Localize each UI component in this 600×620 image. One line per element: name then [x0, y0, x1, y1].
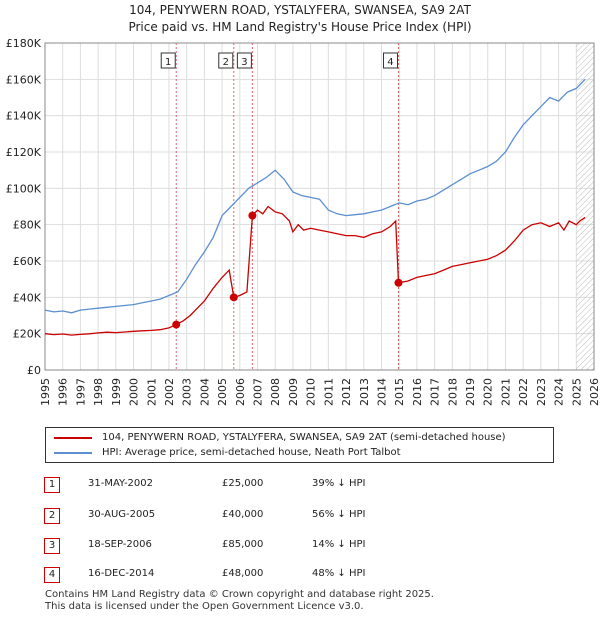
- x-tick-label: 2018: [446, 378, 459, 406]
- transaction-hpi-diff: 56% ↓ HPI: [312, 509, 366, 520]
- property-price-line: [44, 205, 586, 336]
- sale-marker-label: 2: [223, 57, 229, 68]
- sale-marker-box: [160, 52, 176, 69]
- legend-item-property: 104, PENYWERN ROAD, YSTALYFERA, SWANSEA,…: [54, 432, 506, 443]
- transaction-date: 30-AUG-2005: [88, 509, 156, 520]
- x-tick-label: 2002: [163, 378, 176, 406]
- table-row: 3 18-SEP-2006 £85,000 14% ↓ HPI: [0, 538, 600, 558]
- x-tick-label: 2015: [393, 378, 406, 406]
- x-tick-label: 2016: [411, 378, 424, 406]
- transaction-hpi-diff: 14% ↓ HPI: [312, 539, 366, 550]
- sale-marker-box: [218, 52, 234, 69]
- x-tick-label: 2011: [322, 378, 335, 406]
- table-row: 1 31-MAY-2002 £25,000 39% ↓ HPI: [0, 477, 600, 497]
- y-tick-label: £100K: [6, 182, 42, 195]
- x-tick-label: 1996: [57, 378, 70, 406]
- transaction-number: 4: [44, 567, 60, 583]
- x-tick-label: 1998: [92, 378, 105, 406]
- transaction-hpi-diff: 39% ↓ HPI: [312, 478, 366, 489]
- sale-point: [394, 278, 403, 287]
- y-tick-label: £60K: [13, 255, 42, 268]
- legend-label-property: 104, PENYWERN ROAD, YSTALYFERA, SWANSEA,…: [102, 432, 506, 443]
- transaction-number: 3: [44, 538, 60, 554]
- projection-region: [576, 43, 594, 370]
- footer-copyright: Contains HM Land Registry data © Crown c…: [45, 589, 434, 600]
- plot-frame: [44, 42, 595, 371]
- transaction-number: 2: [44, 508, 60, 524]
- sale-point: [172, 320, 181, 329]
- x-tick-label: 2017: [429, 378, 442, 406]
- chart-subtitle: Price paid vs. HM Land Registry's House …: [128, 20, 472, 34]
- x-tick-label: 2013: [358, 378, 371, 406]
- x-tick-label: 2010: [305, 378, 318, 406]
- sale-marker-label: 3: [241, 57, 247, 68]
- x-tick-label: 2001: [145, 378, 158, 406]
- x-tick-label: 2005: [216, 378, 229, 406]
- transaction-number: 1: [44, 477, 60, 493]
- sale-marker-label: 1: [165, 57, 171, 68]
- sale-point: [248, 211, 257, 220]
- legend-label-hpi: HPI: Average price, semi-detached house,…: [102, 447, 401, 458]
- table-row: 4 16-DEC-2014 £48,000 48% ↓ HPI: [0, 567, 600, 587]
- hpi-line: [44, 78, 586, 314]
- legend-item-hpi: HPI: Average price, semi-detached house,…: [54, 447, 401, 458]
- transaction-hpi-diff: 48% ↓ HPI: [312, 568, 366, 579]
- transaction-date: 16-DEC-2014: [88, 568, 155, 579]
- y-tick-label: £80K: [13, 219, 42, 232]
- x-tick-label: 1999: [110, 378, 123, 406]
- x-tick-label: 2020: [482, 378, 495, 406]
- price-chart: £0 £20K £40K £60K £80K £100K £120K £140K £160K £1…: [6, 37, 600, 406]
- sale-marker-box: [236, 52, 252, 69]
- y-tick-label: £0: [27, 364, 41, 377]
- sale-point: [229, 293, 238, 302]
- x-tick-label: 2004: [198, 378, 211, 406]
- x-tick-label: 2003: [181, 378, 194, 406]
- x-tick-label: 2019: [464, 378, 477, 406]
- x-tick-label: 2006: [234, 378, 247, 406]
- x-tick-label: 2008: [269, 378, 282, 406]
- legend-swatch-property: [54, 436, 92, 439]
- x-tick-label: 1997: [74, 378, 87, 406]
- transaction-price: £25,000: [222, 478, 264, 489]
- x-tick-label: 2024: [553, 378, 566, 406]
- y-tick-label: £180K: [6, 37, 42, 50]
- footer-licence: This data is licensed under the Open Gov…: [45, 601, 364, 612]
- y-tick-label: £140K: [6, 110, 42, 123]
- x-tick-label: 2022: [517, 378, 530, 406]
- transaction-price: £48,000: [222, 568, 264, 579]
- y-tick-label: £120K: [6, 146, 42, 159]
- chart-legend: 104, PENYWERN ROAD, YSTALYFERA, SWANSEA,…: [45, 427, 554, 463]
- legend-swatch-hpi: [54, 451, 92, 454]
- x-tick-label: 2009: [287, 378, 300, 406]
- x-tick-label: 2021: [499, 378, 512, 406]
- x-tick-label: 2007: [252, 378, 265, 406]
- x-tick-label: 2012: [340, 378, 353, 406]
- x-tick-label: 2026: [588, 378, 600, 406]
- x-tick-label: 1995: [39, 378, 52, 406]
- sale-marker-label: 4: [387, 57, 393, 68]
- x-tick-label: 2025: [570, 378, 583, 406]
- y-tick-label: £160K: [6, 73, 42, 86]
- chart-title: 104, PENYWERN ROAD, YSTALYFERA, SWANSEA,…: [129, 3, 471, 17]
- transaction-date: 18-SEP-2006: [88, 539, 152, 550]
- table-row: 2 30-AUG-2005 £40,000 56% ↓ HPI: [0, 508, 600, 528]
- transaction-date: 31-MAY-2002: [88, 478, 154, 489]
- x-tick-label: 2023: [535, 378, 548, 406]
- y-tick-label: £20K: [13, 328, 42, 341]
- sale-marker-box: [382, 52, 398, 69]
- transaction-price: £40,000: [222, 509, 264, 520]
- x-tick-label: 2000: [128, 378, 141, 406]
- y-tick-label: £40K: [13, 291, 42, 304]
- x-tick-label: 2014: [375, 378, 388, 406]
- transaction-price: £85,000: [222, 539, 264, 550]
